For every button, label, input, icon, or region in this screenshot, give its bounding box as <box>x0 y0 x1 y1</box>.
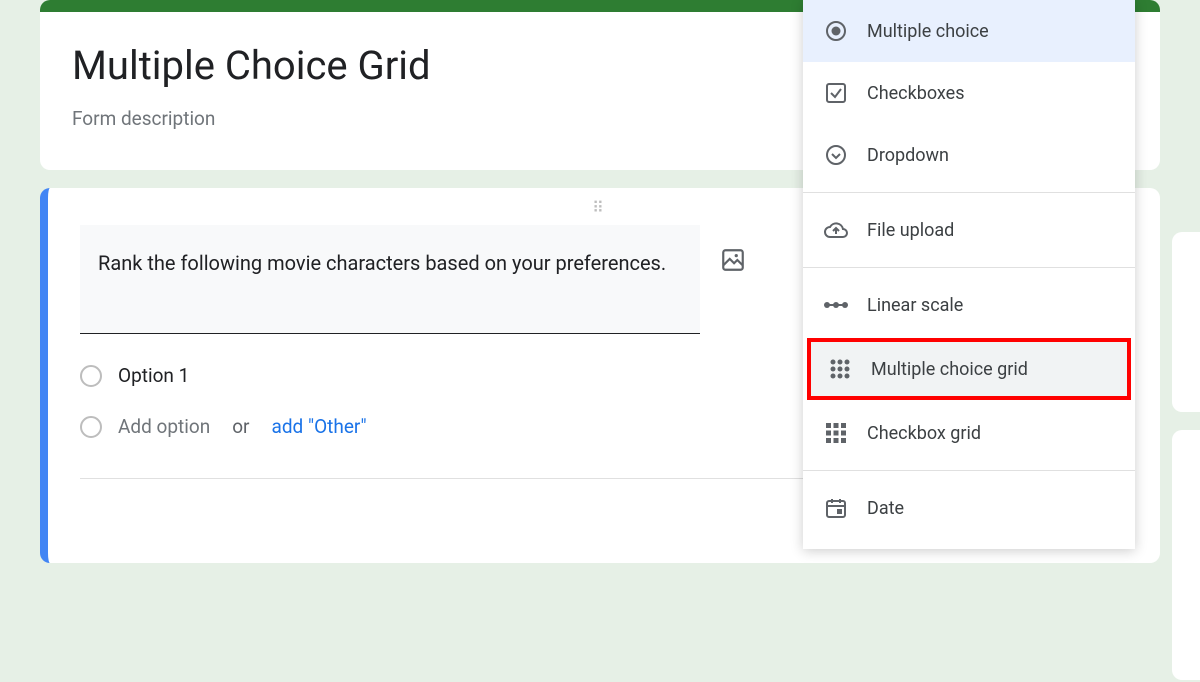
radio-selected-icon <box>823 18 849 44</box>
radio-icon <box>80 365 102 387</box>
side-panel-stub <box>1172 232 1200 412</box>
chevron-down-circle-icon <box>823 142 849 168</box>
question-input[interactable] <box>80 225 700 334</box>
dot-grid-icon <box>827 356 853 382</box>
square-grid-icon <box>823 420 849 446</box>
dropdown-item-label: Checkbox grid <box>867 423 981 444</box>
add-image-button[interactable] <box>720 247 746 273</box>
dropdown-item-label: Multiple choice <box>867 21 989 42</box>
side-panel-stub <box>1172 430 1200 680</box>
linear-scale-icon <box>823 292 849 318</box>
question-type-dropdown: Multiple choice Checkboxes Dropdown File… <box>803 0 1135 549</box>
calendar-icon <box>823 495 849 521</box>
dropdown-item-linear-scale[interactable]: Linear scale <box>803 274 1135 336</box>
dropdown-item-label: Date <box>867 498 904 519</box>
or-text: or <box>232 415 249 438</box>
dropdown-item-multiple-choice-grid[interactable]: Multiple choice grid <box>807 338 1131 400</box>
dropdown-item-label: Multiple choice grid <box>871 359 1028 380</box>
dropdown-separator <box>803 470 1135 471</box>
dropdown-item-label: Linear scale <box>867 295 963 316</box>
add-option-button[interactable]: Add option <box>118 415 210 438</box>
add-other-button[interactable]: add "Other" <box>272 415 367 438</box>
dropdown-item-checkbox-grid[interactable]: Checkbox grid <box>803 402 1135 464</box>
dropdown-item-label: Checkboxes <box>867 83 965 104</box>
dropdown-separator <box>803 267 1135 268</box>
dropdown-item-dropdown[interactable]: Dropdown <box>803 124 1135 186</box>
dropdown-item-checkboxes[interactable]: Checkboxes <box>803 62 1135 124</box>
dropdown-item-date[interactable]: Date <box>803 477 1135 539</box>
image-icon <box>720 247 746 273</box>
dropdown-item-label: File upload <box>867 220 954 241</box>
dropdown-separator <box>803 192 1135 193</box>
option-label[interactable]: Option 1 <box>118 364 189 387</box>
dropdown-item-label: Dropdown <box>867 145 949 166</box>
radio-icon <box>80 416 102 438</box>
dropdown-item-multiple-choice[interactable]: Multiple choice <box>803 0 1135 62</box>
dropdown-item-file-upload[interactable]: File upload <box>803 199 1135 261</box>
checkbox-icon <box>823 80 849 106</box>
cloud-upload-icon <box>823 217 849 243</box>
